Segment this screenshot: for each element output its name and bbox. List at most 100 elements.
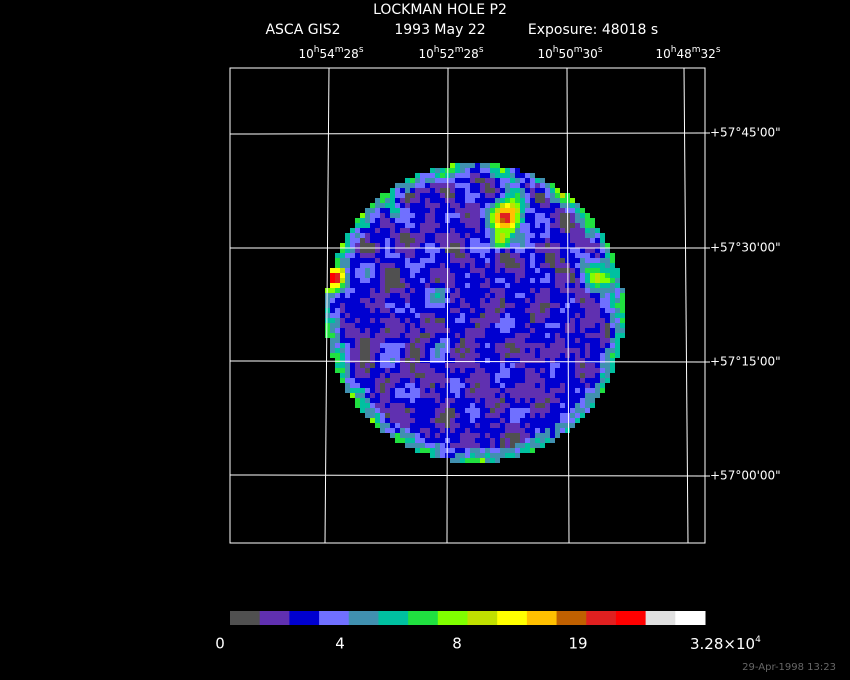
pixel bbox=[490, 178, 495, 183]
pixel bbox=[520, 403, 525, 408]
pixel bbox=[410, 298, 415, 303]
pixel bbox=[435, 253, 440, 258]
pixel bbox=[540, 248, 545, 253]
pixel bbox=[485, 428, 490, 433]
pixel bbox=[470, 223, 475, 228]
pixel bbox=[520, 213, 525, 218]
pixel bbox=[375, 288, 380, 293]
pixel bbox=[515, 428, 520, 433]
pixel bbox=[465, 358, 470, 363]
pixel bbox=[540, 428, 545, 433]
pixel bbox=[520, 263, 525, 268]
pixel bbox=[465, 403, 470, 408]
pixel bbox=[370, 373, 375, 378]
pixel bbox=[510, 228, 515, 233]
pixel bbox=[595, 358, 600, 363]
pixel bbox=[535, 443, 540, 448]
pixel bbox=[360, 378, 365, 383]
pixel bbox=[460, 333, 465, 338]
pixel bbox=[535, 398, 540, 403]
pixel bbox=[530, 178, 535, 183]
pixel bbox=[350, 258, 355, 263]
pixel bbox=[475, 448, 480, 453]
pixel bbox=[510, 388, 515, 393]
pixel bbox=[395, 273, 400, 278]
pixel bbox=[355, 378, 360, 383]
pixel bbox=[465, 428, 470, 433]
pixel bbox=[450, 163, 455, 168]
pixel bbox=[490, 403, 495, 408]
pixel bbox=[535, 218, 540, 223]
pixel bbox=[455, 458, 460, 463]
pixel bbox=[495, 223, 500, 228]
pixel bbox=[360, 298, 365, 303]
pixel bbox=[420, 433, 425, 438]
pixel bbox=[540, 358, 545, 363]
pixel bbox=[475, 433, 480, 438]
pixel bbox=[470, 458, 475, 463]
pixel bbox=[615, 353, 620, 358]
pixel bbox=[525, 203, 530, 208]
pixel bbox=[530, 173, 535, 178]
pixel bbox=[550, 198, 555, 203]
pixel bbox=[345, 248, 350, 253]
pixel bbox=[360, 343, 365, 348]
pixel bbox=[470, 398, 475, 403]
pixel bbox=[405, 208, 410, 213]
pixel bbox=[575, 213, 580, 218]
pixel bbox=[440, 333, 445, 338]
pixel bbox=[450, 393, 455, 398]
pixel bbox=[615, 313, 620, 318]
pixel bbox=[450, 238, 455, 243]
pixel bbox=[420, 238, 425, 243]
pixel bbox=[595, 263, 600, 268]
pixel bbox=[475, 198, 480, 203]
pixel bbox=[525, 258, 530, 263]
pixel bbox=[460, 258, 465, 263]
pixel bbox=[570, 278, 575, 283]
pixel bbox=[510, 383, 515, 388]
pixel bbox=[410, 293, 415, 298]
pixel bbox=[485, 448, 490, 453]
pixel bbox=[475, 293, 480, 298]
pixel bbox=[450, 358, 455, 363]
pixel bbox=[360, 228, 365, 233]
pixel bbox=[490, 248, 495, 253]
pixel bbox=[380, 368, 385, 373]
pixel bbox=[580, 248, 585, 253]
pixel bbox=[475, 313, 480, 318]
pixel bbox=[410, 313, 415, 318]
pixel bbox=[505, 228, 510, 233]
pixel bbox=[460, 203, 465, 208]
pixel bbox=[525, 368, 530, 373]
pixel bbox=[355, 218, 360, 223]
pixel bbox=[580, 398, 585, 403]
pixel bbox=[420, 423, 425, 428]
pixel bbox=[340, 273, 345, 278]
pixel bbox=[370, 328, 375, 333]
pixel bbox=[390, 223, 395, 228]
pixel bbox=[435, 328, 440, 333]
pixel bbox=[510, 178, 515, 183]
pixel bbox=[430, 213, 435, 218]
pixel bbox=[525, 403, 530, 408]
pixel bbox=[380, 328, 385, 333]
pixel bbox=[400, 408, 405, 413]
pixel bbox=[590, 228, 595, 233]
pixel bbox=[490, 438, 495, 443]
pixel bbox=[520, 318, 525, 323]
pixel bbox=[385, 428, 390, 433]
pixel bbox=[495, 313, 500, 318]
pixel bbox=[550, 293, 555, 298]
pixel bbox=[450, 233, 455, 238]
pixel bbox=[470, 288, 475, 293]
pixel bbox=[450, 348, 455, 353]
pixel bbox=[485, 443, 490, 448]
pixel bbox=[500, 428, 505, 433]
pixel bbox=[535, 293, 540, 298]
pixel bbox=[530, 263, 535, 268]
pixel bbox=[515, 388, 520, 393]
pixel bbox=[560, 268, 565, 273]
pixel bbox=[480, 318, 485, 323]
pixel bbox=[525, 268, 530, 273]
